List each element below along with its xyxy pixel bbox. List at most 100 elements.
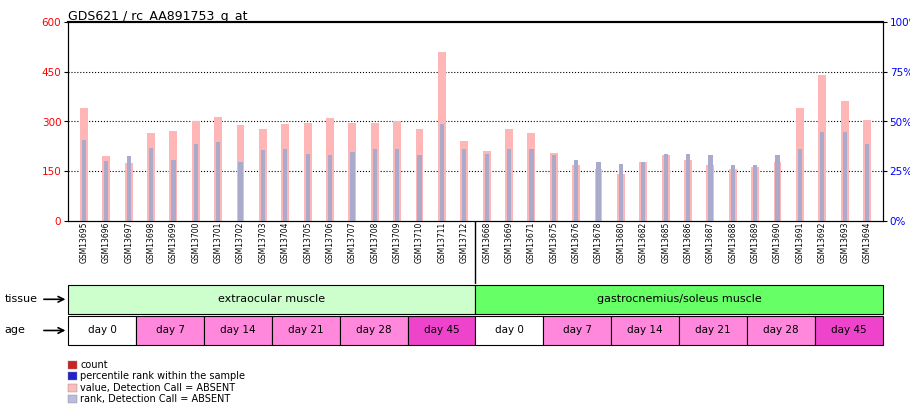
Bar — [372, 149, 377, 221]
Text: GSM13698: GSM13698 — [147, 222, 156, 263]
Bar — [125, 163, 133, 221]
Bar — [482, 151, 490, 221]
Text: GSM13688: GSM13688 — [728, 222, 737, 263]
Text: age: age — [5, 326, 25, 335]
Bar — [818, 75, 826, 221]
Bar — [216, 142, 220, 221]
Bar — [796, 108, 804, 221]
Bar — [82, 140, 86, 221]
Bar — [530, 149, 533, 221]
Bar — [350, 152, 355, 221]
Text: day 14: day 14 — [627, 326, 663, 335]
Text: GSM13712: GSM13712 — [460, 222, 469, 263]
Bar — [326, 118, 334, 221]
Bar — [102, 156, 110, 221]
Text: day 45: day 45 — [831, 326, 866, 335]
Text: GSM13708: GSM13708 — [370, 222, 379, 263]
Bar — [169, 131, 177, 221]
Text: day 7: day 7 — [562, 326, 592, 335]
Text: day 21: day 21 — [288, 326, 324, 335]
Bar — [642, 162, 645, 221]
Text: day 7: day 7 — [156, 326, 185, 335]
Bar — [438, 52, 446, 221]
Text: percentile rank within the sample: percentile rank within the sample — [80, 371, 245, 381]
Bar — [395, 149, 399, 221]
Bar — [820, 132, 824, 221]
Bar — [686, 154, 690, 221]
Text: GSM13711: GSM13711 — [438, 222, 447, 263]
Bar — [843, 132, 847, 221]
Bar — [679, 316, 747, 345]
Text: gastrocnemius/soleus muscle: gastrocnemius/soleus muscle — [597, 294, 762, 304]
Bar — [306, 154, 309, 221]
Bar — [136, 316, 204, 345]
Text: GSM13701: GSM13701 — [214, 222, 223, 263]
Bar — [617, 174, 625, 221]
Text: GSM13676: GSM13676 — [571, 222, 581, 264]
Bar — [460, 141, 469, 221]
Text: GSM13695: GSM13695 — [79, 222, 88, 264]
Text: GSM13704: GSM13704 — [281, 222, 289, 264]
Bar — [505, 129, 513, 221]
Bar — [684, 160, 692, 221]
Text: GSM13669: GSM13669 — [504, 222, 513, 264]
Bar — [596, 162, 601, 221]
Text: GSM13687: GSM13687 — [706, 222, 715, 263]
Bar — [171, 160, 176, 221]
Bar — [147, 133, 155, 221]
Text: GSM13696: GSM13696 — [102, 222, 111, 264]
Bar — [192, 122, 199, 221]
Bar — [261, 149, 265, 221]
Bar — [574, 160, 579, 221]
Text: GSM13671: GSM13671 — [527, 222, 536, 263]
Text: GSM13699: GSM13699 — [169, 222, 178, 264]
Bar — [68, 285, 475, 314]
Text: GSM13668: GSM13668 — [482, 222, 491, 263]
Bar — [507, 149, 511, 221]
Text: day 0: day 0 — [87, 326, 116, 335]
Bar — [612, 316, 679, 345]
Bar — [706, 165, 714, 221]
Bar — [80, 108, 88, 221]
Bar — [572, 165, 580, 221]
Bar — [416, 129, 423, 221]
Bar — [237, 125, 245, 221]
Text: GDS621 / rc_AA891753_g_at: GDS621 / rc_AA891753_g_at — [68, 10, 248, 23]
Text: rank, Detection Call = ABSENT: rank, Detection Call = ABSENT — [80, 394, 230, 404]
Bar — [104, 161, 108, 221]
Text: GSM13682: GSM13682 — [639, 222, 648, 263]
Bar — [281, 124, 289, 221]
Bar — [304, 123, 311, 221]
Bar — [663, 154, 668, 221]
Bar — [543, 316, 612, 345]
Bar — [708, 155, 713, 221]
Text: GSM13700: GSM13700 — [191, 222, 200, 264]
Bar — [752, 167, 759, 221]
Bar — [204, 316, 272, 345]
Bar — [328, 155, 332, 221]
Text: GSM13706: GSM13706 — [326, 222, 335, 264]
Bar — [528, 133, 535, 221]
Bar — [729, 169, 737, 221]
Bar — [475, 285, 883, 314]
Text: day 14: day 14 — [220, 326, 256, 335]
Text: value, Detection Call = ABSENT: value, Detection Call = ABSENT — [80, 383, 235, 392]
Text: day 45: day 45 — [424, 326, 460, 335]
Bar — [393, 122, 401, 221]
Bar — [774, 162, 782, 221]
Bar — [594, 169, 602, 221]
Text: GSM13685: GSM13685 — [662, 222, 670, 263]
Bar — [194, 144, 198, 221]
Bar — [68, 316, 136, 345]
Text: day 28: day 28 — [763, 326, 799, 335]
Text: GSM13686: GSM13686 — [683, 222, 693, 263]
Text: GSM13702: GSM13702 — [236, 222, 245, 263]
Bar — [214, 117, 222, 221]
Text: day 21: day 21 — [695, 326, 731, 335]
Bar — [418, 155, 421, 221]
Bar — [798, 149, 802, 221]
Bar — [259, 129, 267, 221]
Bar — [662, 155, 670, 221]
Text: GSM13678: GSM13678 — [594, 222, 603, 263]
Bar — [814, 316, 883, 345]
